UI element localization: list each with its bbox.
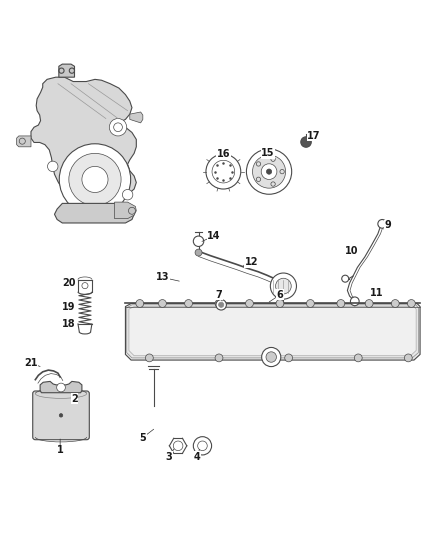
Circle shape (136, 300, 144, 308)
Circle shape (69, 154, 121, 206)
Circle shape (378, 220, 387, 228)
Polygon shape (59, 64, 74, 77)
Circle shape (145, 354, 153, 362)
Circle shape (342, 275, 349, 282)
Circle shape (159, 300, 166, 308)
Circle shape (261, 348, 281, 367)
Circle shape (215, 300, 223, 308)
Text: 2: 2 (71, 394, 78, 404)
Polygon shape (40, 382, 82, 393)
Circle shape (404, 354, 412, 362)
Circle shape (354, 354, 362, 362)
Text: 4: 4 (194, 451, 201, 462)
Circle shape (246, 300, 253, 308)
Circle shape (307, 300, 314, 308)
Text: 19: 19 (62, 302, 76, 312)
Text: 20: 20 (62, 278, 76, 288)
Circle shape (270, 273, 297, 299)
Circle shape (122, 189, 133, 200)
Polygon shape (125, 303, 420, 360)
Text: 16: 16 (217, 149, 230, 159)
Circle shape (266, 169, 272, 174)
Circle shape (193, 437, 212, 455)
Polygon shape (17, 136, 31, 147)
Circle shape (285, 354, 293, 362)
Text: 5: 5 (139, 433, 146, 442)
Text: 1: 1 (57, 445, 64, 455)
Circle shape (57, 383, 65, 392)
Circle shape (407, 300, 415, 308)
Text: 15: 15 (261, 148, 275, 158)
Circle shape (219, 302, 224, 308)
Circle shape (276, 300, 284, 308)
Text: 9: 9 (385, 220, 391, 230)
Circle shape (337, 300, 345, 308)
Circle shape (216, 300, 226, 310)
Polygon shape (129, 306, 416, 356)
Text: 18: 18 (62, 319, 76, 329)
Text: 3: 3 (166, 451, 172, 462)
Circle shape (206, 154, 241, 189)
Polygon shape (115, 202, 136, 219)
Circle shape (253, 155, 286, 188)
Text: 12: 12 (245, 257, 258, 267)
Text: 17: 17 (307, 131, 321, 141)
Circle shape (247, 149, 292, 194)
Text: 7: 7 (215, 290, 223, 300)
Circle shape (365, 300, 373, 308)
Circle shape (195, 249, 202, 256)
Polygon shape (54, 204, 134, 223)
Circle shape (301, 137, 311, 147)
Circle shape (391, 300, 399, 308)
Text: 14: 14 (207, 231, 220, 241)
Text: 6: 6 (276, 290, 283, 300)
Circle shape (185, 300, 192, 308)
Circle shape (215, 354, 223, 362)
Text: 13: 13 (155, 272, 169, 282)
Circle shape (47, 161, 58, 172)
Circle shape (193, 236, 204, 246)
Circle shape (350, 297, 359, 305)
Circle shape (276, 278, 291, 294)
Polygon shape (31, 77, 136, 204)
Circle shape (266, 352, 276, 362)
Text: 10: 10 (345, 246, 358, 256)
FancyBboxPatch shape (33, 391, 89, 440)
Circle shape (261, 164, 277, 180)
Circle shape (82, 166, 108, 192)
Circle shape (59, 414, 63, 417)
Polygon shape (130, 112, 143, 123)
Text: 21: 21 (24, 358, 38, 368)
Text: 11: 11 (370, 288, 383, 297)
Circle shape (110, 118, 127, 136)
Circle shape (59, 144, 131, 215)
